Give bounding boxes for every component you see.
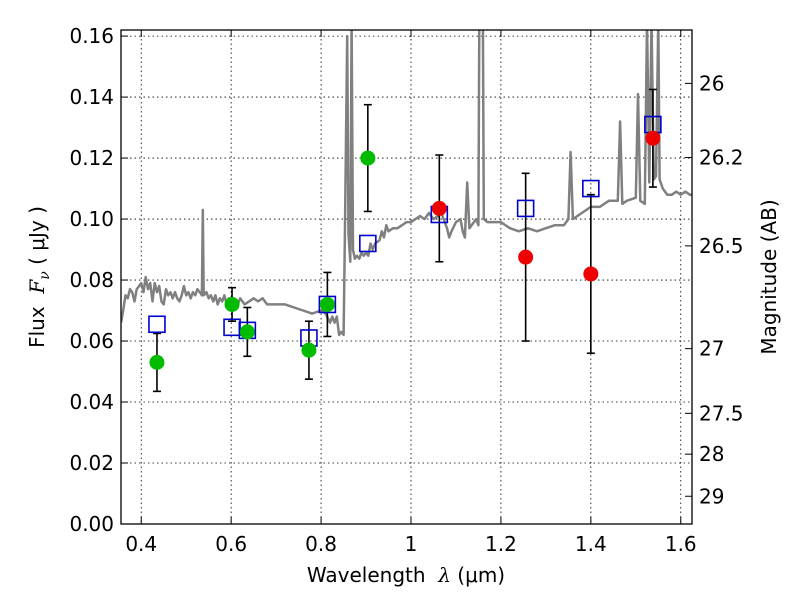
green-flux-point (301, 342, 317, 358)
y-tick-label: 0.04 (69, 390, 114, 414)
green-flux-point (224, 296, 240, 312)
x-axis-title-prefix: Wavelength (307, 563, 438, 587)
y-tick-label: 0.02 (69, 451, 114, 475)
observed-flux-points (149, 130, 661, 370)
y2-tick-label: 26.5 (699, 234, 744, 258)
green-flux-point (149, 354, 165, 370)
green-flux-point (239, 324, 255, 340)
model-flux-box (516, 199, 535, 218)
y-axis-title: Flux Fν ( μJy ) (25, 206, 53, 348)
y-tick-label: 0.06 (69, 329, 114, 353)
y-axis-title-prefix: Flux (25, 294, 49, 348)
x-tick-label: 1.4 (575, 532, 607, 556)
model-flux-box (582, 179, 600, 198)
red-flux-point (518, 249, 534, 265)
y-axis-title-symbol: F (25, 279, 49, 295)
y2-tick-label: 26.2 (699, 145, 744, 169)
y-tick-labels: 0.00 0.02 0.04 0.06 0.08 0.10 0.12 0.14 0.16 (69, 24, 114, 536)
red-flux-point (431, 200, 447, 216)
x-axis-title-symbol: λ (437, 563, 451, 587)
axis-ticks (121, 30, 692, 525)
model-spectrum-line (121, 30, 692, 337)
y-tick-label: 0.00 (69, 512, 114, 536)
x-axis-title: Wavelength λ (μm) (307, 563, 505, 587)
y2-axis-title: Magnitude (AB) (757, 199, 781, 354)
plot-frame (120, 29, 693, 525)
y2-tick-label: 27 (699, 337, 724, 361)
model-flux-box (318, 295, 337, 314)
model-flux-box (359, 234, 377, 253)
y2-tick-label: 27.5 (699, 401, 744, 425)
y-tick-label: 0.14 (69, 85, 114, 109)
y-axis-title-subscript: ν (37, 271, 53, 280)
red-flux-point (645, 130, 661, 146)
y2-tick-label: 26 (699, 71, 724, 95)
x-tick-label: 0.4 (125, 532, 157, 556)
plot-area (121, 30, 692, 393)
y2-tick-labels: 26 26.2 26.5 27 27.5 28 29 (699, 71, 744, 508)
y2-tick-label: 29 (699, 484, 724, 508)
green-flux-point (319, 296, 335, 312)
x-tick-label: 1.2 (485, 532, 517, 556)
y2-tick-label: 28 (699, 442, 724, 466)
x-tick-label: 1 (405, 532, 418, 556)
x-tick-labels: 0.4 0.6 0.8 1 1.2 1.4 1.6 (125, 532, 696, 556)
model-flux-box (148, 315, 166, 334)
x-tick-label: 1.6 (665, 532, 697, 556)
x-tick-label: 0.8 (305, 532, 337, 556)
red-flux-point (583, 266, 599, 282)
x-axis-title-unit: (μm) (451, 563, 505, 587)
green-flux-point (360, 150, 376, 166)
y-tick-label: 0.08 (69, 268, 114, 292)
y-axis-title-unit: ( μJy ) (25, 206, 49, 271)
x-tick-label: 0.6 (215, 532, 247, 556)
y-tick-label: 0.12 (69, 146, 114, 170)
y-tick-label: 0.10 (69, 207, 114, 231)
y-tick-label: 0.16 (69, 24, 114, 48)
